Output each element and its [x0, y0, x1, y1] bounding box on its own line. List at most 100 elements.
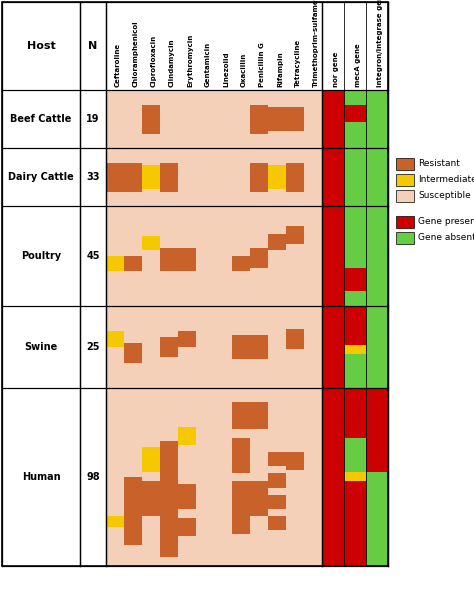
Bar [106, 306, 322, 388]
Bar [250, 104, 268, 133]
Text: Dairy Cattle: Dairy Cattle [8, 172, 74, 182]
Text: Swine: Swine [24, 342, 58, 352]
Bar [344, 148, 366, 206]
Bar [344, 471, 366, 480]
Text: Ceftaroline: Ceftaroline [115, 43, 121, 87]
Bar [268, 165, 286, 189]
Bar [366, 480, 388, 566]
Text: 33: 33 [86, 172, 100, 182]
Text: Oxacillin: Oxacillin [241, 53, 247, 87]
Bar [160, 248, 178, 271]
Bar [142, 447, 160, 471]
Bar [396, 232, 414, 244]
Bar [286, 107, 304, 130]
Bar [2, 2, 388, 566]
Text: Susceptible: Susceptible [418, 192, 471, 200]
Bar [396, 190, 414, 202]
Bar [160, 337, 178, 357]
Bar [366, 90, 388, 148]
Bar [160, 441, 178, 557]
Bar [268, 516, 286, 530]
Text: nor gene: nor gene [333, 52, 339, 87]
Bar [232, 256, 250, 271]
Bar [106, 256, 124, 271]
Bar [2, 2, 388, 566]
Text: N: N [88, 41, 98, 51]
Bar [124, 343, 142, 364]
Text: Trimethoprim-sulfamethoxazole: Trimethoprim-sulfamethoxazole [313, 0, 319, 87]
Text: Host: Host [27, 41, 55, 51]
Text: mecA gene: mecA gene [355, 43, 361, 87]
Bar [366, 148, 388, 206]
Bar [322, 90, 344, 148]
Bar [286, 452, 304, 470]
Bar [250, 162, 268, 192]
Text: Gene present: Gene present [418, 218, 474, 227]
Bar [250, 248, 268, 268]
Bar [106, 516, 124, 527]
Bar [142, 104, 160, 133]
Bar [250, 334, 268, 359]
Bar [366, 306, 388, 388]
Bar [268, 107, 286, 130]
Bar [286, 329, 304, 349]
Bar [142, 480, 160, 516]
Bar [268, 473, 286, 487]
Bar [322, 206, 344, 306]
Bar [268, 495, 286, 509]
Text: 19: 19 [86, 114, 100, 124]
Bar [344, 480, 366, 566]
Bar [344, 388, 366, 438]
Bar [366, 206, 388, 306]
Bar [124, 477, 142, 544]
Bar [142, 165, 160, 189]
Bar [366, 148, 388, 206]
Bar [366, 90, 388, 148]
Bar [322, 206, 344, 306]
Bar [268, 452, 286, 466]
Text: 45: 45 [86, 251, 100, 261]
Text: Erythromycin: Erythromycin [187, 34, 193, 87]
Bar [322, 306, 344, 388]
Bar [268, 234, 286, 250]
Bar [106, 162, 124, 192]
Bar [160, 162, 178, 192]
Bar [124, 256, 142, 271]
Bar [106, 388, 322, 566]
Text: 25: 25 [86, 342, 100, 352]
Bar [344, 148, 366, 206]
Bar [396, 158, 414, 170]
Bar [106, 331, 124, 347]
Text: Chloramphenicol: Chloramphenicol [133, 20, 139, 87]
Bar [344, 104, 366, 122]
Text: integron/integrase gene: integron/integrase gene [377, 0, 383, 87]
Bar [366, 388, 388, 471]
Bar [322, 90, 344, 148]
Bar [232, 480, 250, 534]
Text: Human: Human [22, 472, 60, 482]
Text: Beef Cattle: Beef Cattle [10, 114, 72, 124]
Bar [178, 484, 196, 509]
Bar [344, 388, 366, 566]
Bar [366, 388, 388, 566]
Bar [344, 306, 366, 345]
Bar [396, 216, 414, 228]
Bar [344, 90, 366, 148]
Bar [232, 438, 250, 473]
Bar [106, 206, 322, 306]
Bar [366, 206, 388, 306]
Bar [322, 148, 344, 206]
Bar [286, 226, 304, 244]
Bar [396, 174, 414, 186]
Bar [344, 206, 366, 306]
Bar [232, 334, 250, 359]
Bar [322, 306, 344, 388]
Bar [106, 148, 322, 206]
Text: Poultry: Poultry [21, 251, 61, 261]
Text: Clindamycin: Clindamycin [169, 39, 175, 87]
Bar [322, 388, 344, 566]
Text: Ciprofloxacin: Ciprofloxacin [151, 35, 157, 87]
Text: Gene absent: Gene absent [418, 234, 474, 243]
Text: Linezolid: Linezolid [223, 52, 229, 87]
Text: Gentamicin: Gentamicin [205, 42, 211, 87]
